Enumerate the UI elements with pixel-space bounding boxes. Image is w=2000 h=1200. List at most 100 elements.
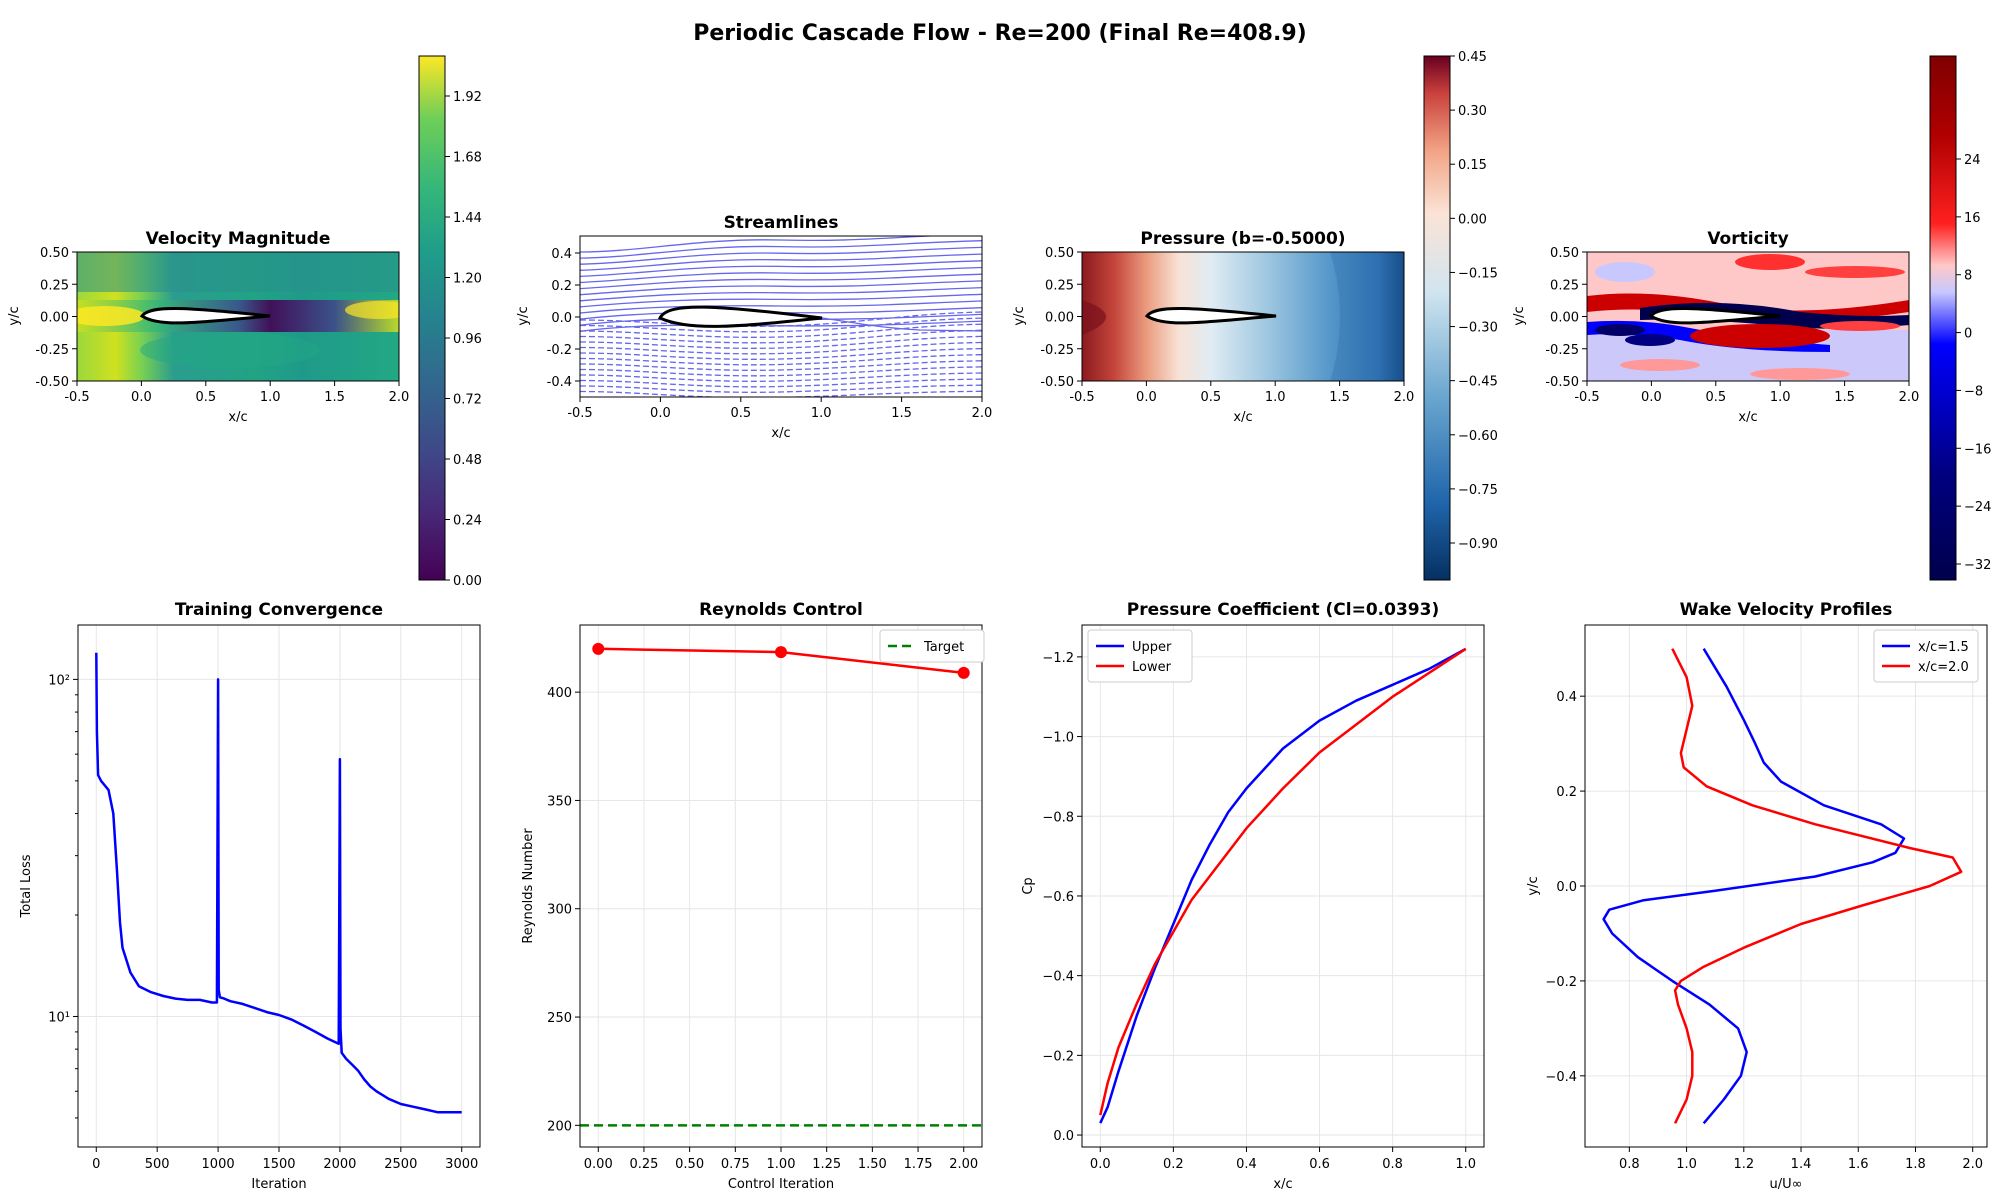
x-tick-label: 0.75: [721, 1157, 750, 1172]
streamlines-panel-title: Streamlines: [724, 213, 839, 233]
colorbar-tick-label: −0.90: [1458, 537, 1498, 552]
y-tick-label: -0.50: [1040, 375, 1074, 390]
y-tick-label: −0.4: [1042, 970, 1074, 985]
x-tick-label: 0.00: [584, 1157, 613, 1172]
streamline: [580, 300, 982, 314]
wake-line: [1671, 648, 1963, 1124]
streamline: [580, 280, 982, 296]
streamline: [580, 317, 982, 333]
velocity-colorbar-ticks: 1.92 1.68 1.44 1.20 0.96 0.72 0.48 0.24 0.00: [445, 90, 482, 589]
colorbar-tick-label: −0.15: [1458, 266, 1498, 281]
streamline: [580, 260, 982, 278]
x-tick-label: 3000: [445, 1157, 478, 1172]
y-tick-label: 0.25: [1045, 278, 1074, 293]
legend: x/c=1.5 x/c=2.0: [1873, 629, 1979, 683]
x-tick-label: 2.0: [389, 390, 410, 405]
y-axis-label: Reynolds Number: [521, 828, 536, 944]
y-tick-label: −1.0: [1042, 731, 1074, 746]
y-axis-label: y/c: [1526, 876, 1541, 895]
chart-title: Pressure Coefficient (Cl=0.0393): [1127, 600, 1439, 620]
streamline: [580, 347, 982, 360]
y-tick-label: 0.2: [1556, 785, 1577, 800]
reynolds-marker: [957, 666, 970, 679]
x-tick-label: 1.5: [1834, 390, 1855, 405]
x-tick-label: -0.5: [1069, 390, 1094, 405]
x-tick-label: 0: [92, 1157, 100, 1172]
velocity-x-ticks: -0.5 0.0 0.5 1.0 1.5 2.0: [64, 381, 409, 405]
x-tick-label: 2.0: [972, 406, 993, 421]
streamline: [580, 273, 982, 290]
vorticity-y-label: y/c: [1512, 306, 1527, 325]
pressure-coefficient-chart: 0.0 0.2 0.4 0.6 0.8 1.0 0.0 −0.2 −0.4 −0.6 −0.8 −1.…: [1021, 600, 1485, 1192]
y-tick-label: −0.6: [1042, 890, 1074, 905]
x-tick-label: 1.5: [324, 390, 345, 405]
y-tick-label: 400: [547, 686, 572, 701]
streamlines-y-label: y/c: [516, 306, 531, 325]
cp-line: [1099, 647, 1467, 1124]
colorbar-tick-label: −0.60: [1458, 429, 1498, 444]
velocity-x-label: x/c: [228, 410, 247, 425]
colorbar-tick-label: 24: [1964, 153, 1981, 168]
y-tick-label: -0.2: [547, 343, 572, 358]
streamline: [580, 236, 943, 253]
legend-label: x/c=1.5: [1918, 640, 1969, 655]
vorticity-colorbar-ticks: 24 16 8 0 −8 −16 −24 −32: [1956, 153, 1991, 573]
training-convergence-chart: 0 500 1000 1500 2000 2500 3000 10² 10¹ Training C…: [19, 600, 481, 1192]
streamline: [580, 366, 982, 377]
colorbar-tick-label: 0.45: [1458, 50, 1487, 65]
plot-frame: [1081, 624, 1485, 1148]
streamline: [580, 341, 982, 355]
cp-line: [1099, 647, 1467, 1116]
streamline: [580, 354, 982, 366]
streamline-field: [580, 236, 982, 397]
x-tick-label: 0.0: [650, 406, 671, 421]
x-tick-label: 0.4: [1236, 1157, 1257, 1172]
streamline: [580, 240, 982, 259]
streamline: [580, 323, 982, 338]
y-tick-label: 0.0: [551, 311, 572, 326]
velocity-y-label: y/c: [7, 306, 22, 325]
colorbar-tick-label: 0.48: [453, 453, 482, 468]
x-tick-label: 0.6: [1309, 1157, 1330, 1172]
plot-frame: [77, 624, 481, 1148]
streamline: [580, 286, 982, 302]
colorbar-tick-label: −16: [1964, 442, 1991, 457]
streamline: [580, 293, 982, 308]
pressure-field: [1082, 252, 1404, 381]
velocity-y-ticks: 0.50 0.25 0.00 -0.25 -0.50: [35, 246, 77, 390]
x-tick-label: 1.0: [1770, 390, 1791, 405]
x-tick-label: 0.5: [730, 406, 751, 421]
streamlines-x-ticks: -0.5 0.0 0.5 1.0 1.5 2.0: [567, 397, 992, 421]
reynolds-marker: [592, 642, 605, 655]
pressure-colorbar-ticks: 0.45 0.30 0.15 0.00 −0.15 −0.30 −0.45 −0.60 −0.7…: [1450, 50, 1498, 552]
x-tick-label: -0.5: [64, 390, 89, 405]
streamline: [580, 266, 982, 284]
colorbar-tick-label: −24: [1964, 500, 1991, 515]
y-tick-label: 0.25: [1550, 278, 1579, 293]
x-tick-label: 0.8: [1382, 1157, 1403, 1172]
velocity-airfoil: [139, 307, 271, 325]
streamline: [580, 329, 982, 344]
vorticity-panel: Vorticity -0.5 0.0 0.5 1.0 1.5 2.0 0.500.250.…: [1512, 55, 1991, 581]
x-tick-label: 2.0: [1899, 390, 1920, 405]
y-axis-label: Total Loss: [19, 854, 34, 918]
colorbar-tick-label: 0.24: [453, 514, 482, 529]
legend-label: x/c=2.0: [1918, 660, 1969, 675]
streamline: [580, 311, 982, 327]
plot-area: [95, 652, 462, 1114]
pressure-panel-title: Pressure (b=-0.5000): [1140, 229, 1345, 249]
x-tick-label: -0.5: [1574, 390, 1599, 405]
y-tick-label: −0.4: [1545, 1070, 1577, 1085]
pressure-y-ticks: 0.50 0.25 0.00 -0.25 -0.50: [1040, 246, 1082, 390]
y-tick-label: 0.00: [1045, 311, 1074, 326]
x-tick-label: 0.0: [1090, 1157, 1111, 1172]
chart-title: Training Convergence: [175, 600, 383, 620]
vorticity-y-ticks: 0.50 0.25 0.00 -0.25 -0.50: [1545, 246, 1587, 390]
colorbar-tick-label: 1.20: [453, 272, 482, 287]
plot-area: [1099, 647, 1467, 1124]
y-axis-label: Cp: [1021, 877, 1036, 894]
vorticity-colorbar: [1929, 55, 1957, 581]
x-tick-label: -0.5: [567, 406, 592, 421]
reynolds-marker: [775, 646, 787, 659]
